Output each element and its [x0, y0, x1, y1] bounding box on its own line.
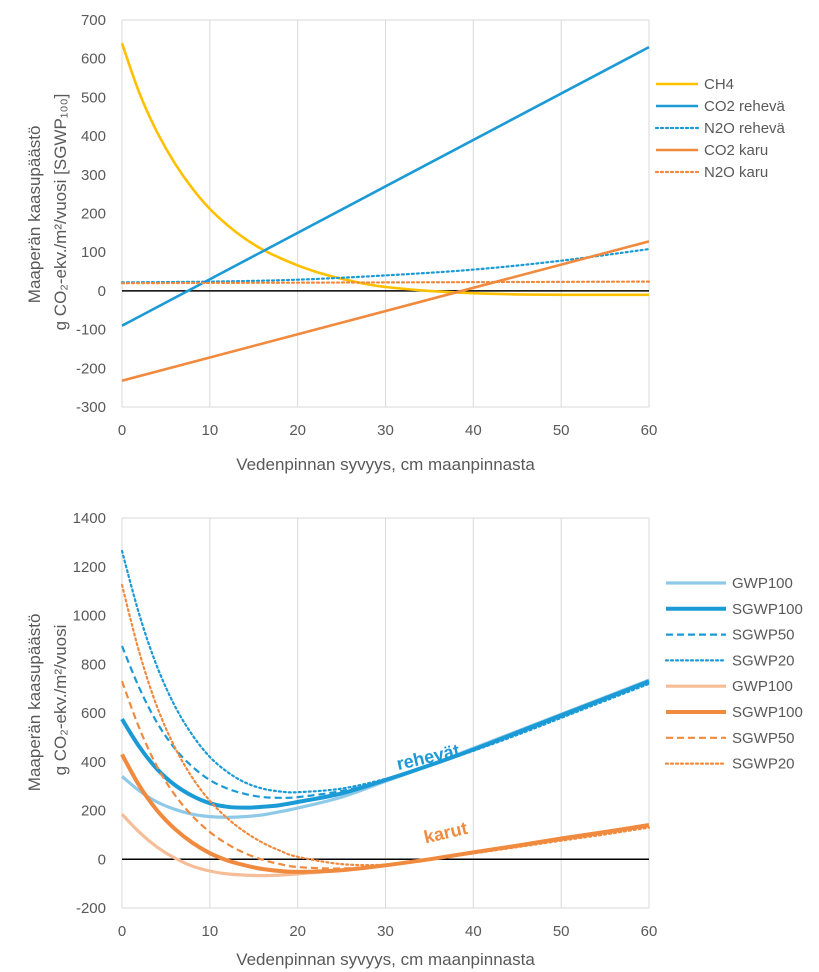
chart-bottom-legend: GWP100 SGWP100 SGWP50 SGWP20 GWP100 SGWP100 SG… — [664, 575, 803, 773]
chart-bottom-y-axis-label: Maaperän kaasupäästö g CO₂-ekv./m²/vuosi — [25, 609, 70, 791]
chart-bottom: -200 0 200 400 600 800 1000 1200 1400 0 10 20 30 40 5… — [25, 510, 803, 969]
legend-label-3: CO2 karu — [704, 142, 768, 159]
legend-label-4: N2O karu — [704, 164, 768, 181]
x-tick-label: 10 — [201, 422, 218, 439]
y-tick-label: 600 — [81, 51, 106, 68]
y-tick-label: -200 — [76, 360, 106, 377]
legend-label-0: GWP100 — [732, 575, 793, 592]
legend-label-1: CO2 rehevä — [704, 98, 786, 115]
y-tick-label: 1000 — [73, 608, 106, 625]
chart-top-series — [120, 42, 651, 382]
chart-top-y-axis-label-line-1: Maaperän kaasupäästö — [25, 126, 44, 304]
chart-top-x-tick-labels: 0 10 20 30 40 50 60 — [118, 422, 658, 439]
x-tick-label: 0 — [118, 422, 126, 439]
y-tick-label: 200 — [81, 206, 106, 223]
x-tick-label: 0 — [118, 923, 126, 940]
y-tick-label: 1400 — [73, 510, 106, 527]
x-tick-label: 20 — [289, 923, 306, 940]
series-line-1 — [121, 45, 650, 327]
legend-label-7: SGWP20 — [732, 756, 795, 773]
legend-label-2: N2O rehevä — [704, 120, 786, 137]
series-line-4 — [120, 280, 651, 285]
legend-label-6: SGWP50 — [732, 730, 795, 747]
x-tick-label: 30 — [377, 923, 394, 940]
x-tick-label: 30 — [377, 422, 394, 439]
x-tick-label: 50 — [553, 923, 570, 940]
chart-bottom-y-axis-label-line-2: g CO₂-ekv./m²/vuosi — [51, 625, 70, 776]
x-tick-label: 20 — [289, 422, 306, 439]
y-tick-label: 700 — [81, 12, 106, 29]
x-tick-label: 40 — [465, 422, 482, 439]
y-tick-label: 800 — [81, 656, 106, 673]
y-tick-label: 0 — [98, 283, 106, 300]
y-tick-label: 400 — [81, 754, 106, 771]
y-tick-label: -100 — [76, 322, 106, 339]
legend-label-2: SGWP50 — [732, 627, 795, 644]
y-tick-label: 400 — [81, 128, 106, 145]
chart-bottom-y-axis-label-line-1: Maaperän kaasupäästö — [25, 614, 44, 792]
annotation-1: karut — [422, 818, 469, 847]
y-tick-label: 200 — [81, 803, 106, 820]
chart-bottom-x-axis-label: Vedenpinnan syvyys, cm maanpinnasta — [236, 950, 535, 969]
chart-top: -300 -200 -100 0 100 200 300 400 500 600 700 0 10 20… — [25, 12, 786, 474]
chart-bottom-series — [120, 549, 651, 878]
x-tick-label: 60 — [641, 923, 658, 940]
series-line-6 — [120, 680, 650, 870]
y-tick-label: 100 — [81, 244, 106, 261]
series-line-2 — [120, 248, 651, 284]
legend-label-1: SGWP100 — [732, 601, 803, 618]
y-tick-label: 1200 — [73, 559, 106, 576]
series-line-7 — [120, 583, 651, 867]
chart-top-y-axis-label: Maaperän kaasupäästö g CO₂-ekv./m²/vuosi… — [25, 94, 70, 331]
chart-top-y-axis-label-line-2: g CO₂-ekv./m²/vuosi [SGWP₁₀₀] — [51, 94, 70, 331]
chart-bottom-gridlines — [121, 517, 650, 909]
x-tick-label: 10 — [201, 923, 218, 940]
chart-top-y-tick-labels: -300 -200 -100 0 100 200 300 400 500 600 700 — [76, 12, 106, 416]
x-tick-label: 60 — [641, 422, 658, 439]
y-tick-label: 500 — [81, 89, 106, 106]
chart-top-legend: CH4 CO2 rehevä N2O rehevä CO2 karu N2O karu — [654, 76, 786, 181]
chart-top-x-axis-label: Vedenpinnan syvyys, cm maanpinnasta — [236, 455, 535, 474]
y-tick-label: -300 — [76, 399, 106, 416]
legend-label-0: CH4 — [704, 76, 734, 93]
legend-label-4: GWP100 — [732, 678, 793, 695]
x-tick-label: 50 — [553, 422, 570, 439]
y-tick-label: 600 — [81, 705, 106, 722]
legend-label-5: SGWP100 — [732, 704, 803, 721]
annotation-0: rehevät — [395, 740, 462, 774]
chart-top-gridlines — [121, 19, 650, 408]
series-line-3 — [120, 549, 651, 794]
legend-label-3: SGWP20 — [732, 652, 795, 669]
series-line-0 — [120, 42, 649, 297]
y-tick-label: 0 — [98, 851, 106, 868]
y-tick-label: 300 — [81, 167, 106, 184]
y-tick-label: -200 — [76, 900, 106, 917]
series-line-5 — [120, 753, 650, 874]
chart-bottom-annotations: rehevät karut — [395, 740, 470, 847]
series-line-1 — [120, 679, 650, 810]
x-tick-label: 40 — [465, 923, 482, 940]
chart-bottom-x-tick-labels: 0 10 20 30 40 50 60 — [118, 923, 658, 940]
chart-bottom-y-tick-labels: -200 0 200 400 600 800 1000 1200 1400 — [73, 510, 106, 917]
series-line-3 — [121, 240, 650, 382]
